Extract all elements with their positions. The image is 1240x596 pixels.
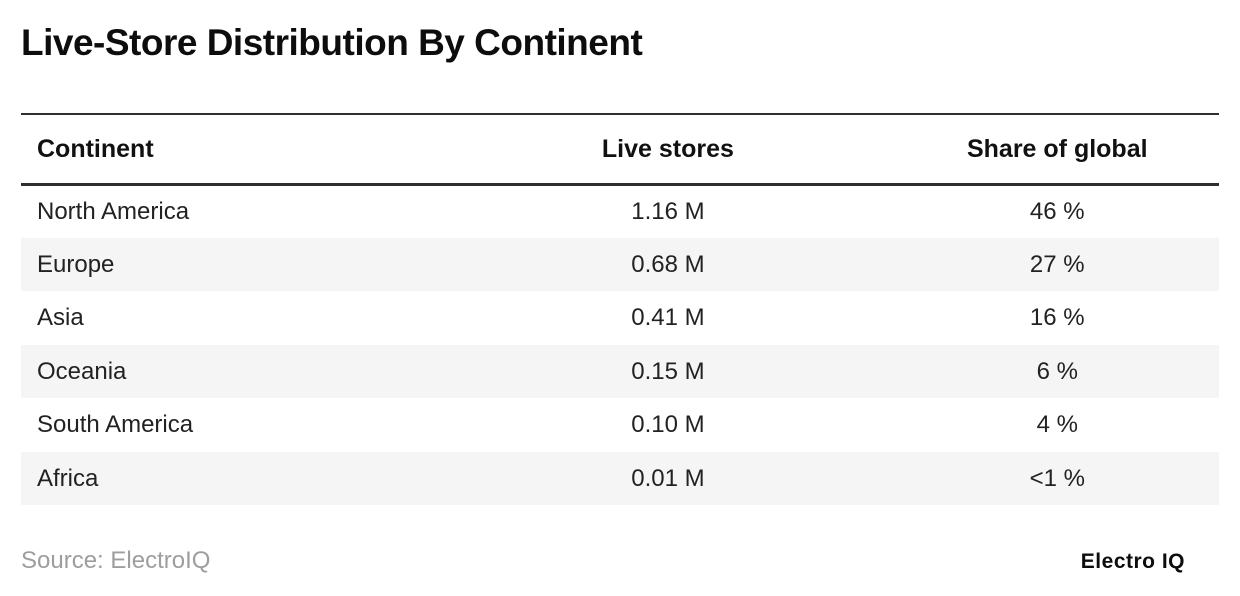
cell-continent: Oceania (37, 357, 127, 385)
cell-live-stores: 0.01 M (631, 464, 705, 492)
cell-live-stores: 0.15 M (631, 357, 705, 385)
cell-share: 16 % (1029, 304, 1085, 331)
cell-share: 4 % (1036, 411, 1078, 438)
column-header-share: Share of global (895, 114, 1219, 186)
cell-share: <1 % (1029, 464, 1085, 492)
footer: Source: ElectroIQ Electro IQ (21, 547, 1219, 575)
table-row: Oceania 0.15 M 6 % (21, 344, 1219, 399)
cell-continent: Europe (37, 250, 115, 278)
table-row: Asia 0.41 M 16 % (21, 291, 1219, 345)
page-container: Live-Store Distribution By Continent Con… (21, 20, 1219, 575)
header-row: Continent Live stores Share of global (21, 114, 1219, 186)
brand-wordmark: Electro IQ (1080, 550, 1185, 574)
table-row: Africa 0.01 M <1 % (21, 451, 1219, 506)
cell-share: 46 % (1029, 197, 1085, 225)
cell-live-stores: 0.41 M (631, 304, 705, 331)
column-header-live-stores: Live stores (440, 114, 896, 186)
table-row: Europe 0.68 M 27 % (21, 237, 1219, 292)
table-row: North America 1.16 M 46 % (21, 184, 1219, 238)
cell-live-stores: 0.10 M (631, 411, 705, 438)
cell-share: 27 % (1029, 250, 1085, 278)
cell-live-stores: 0.68 M (631, 250, 705, 278)
page-title: Live-Store Distribution By Continent (21, 22, 643, 63)
table-body: North America 1.16 M 46 % Europe 0.68 M … (21, 184, 1219, 506)
table-header: Continent Live stores Share of global (21, 114, 1219, 186)
source-attribution: Source: ElectroIQ (21, 547, 211, 575)
table-row: South America 0.10 M 4 % (21, 398, 1219, 452)
cell-continent: South America (37, 411, 194, 438)
column-header-continent: Continent (21, 114, 441, 186)
cell-continent: North America (37, 197, 190, 225)
cell-continent: Africa (37, 464, 99, 492)
distribution-table: Continent Live stores Share of global No… (21, 113, 1219, 506)
cell-live-stores: 1.16 M (631, 197, 705, 225)
cell-continent: Asia (37, 304, 84, 331)
cell-share: 6 % (1036, 357, 1078, 385)
